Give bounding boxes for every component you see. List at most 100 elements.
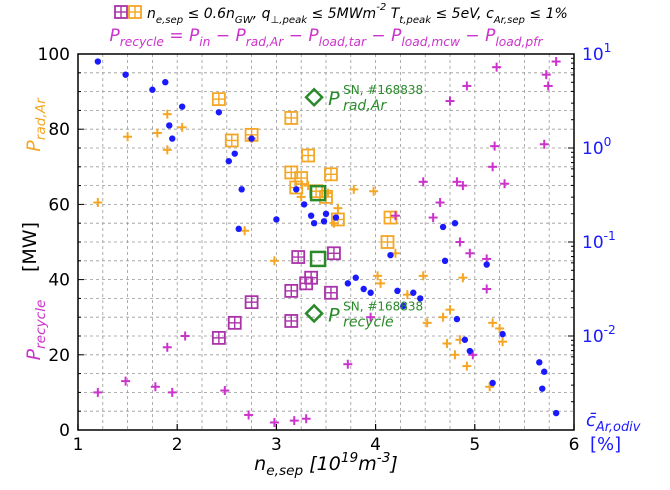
prad-filtered-point xyxy=(224,133,239,148)
svg-text:SN, #168838: SN, #168838 xyxy=(343,83,423,97)
precycle-filtered-point xyxy=(227,315,242,330)
car-point xyxy=(273,216,280,223)
svg-text:rad,Ar: rad,Ar xyxy=(343,98,387,114)
prad-all-point xyxy=(442,339,452,349)
car-point xyxy=(149,86,156,93)
precycle-all-point xyxy=(539,139,549,149)
prad-all-point xyxy=(402,290,412,300)
car-point xyxy=(367,289,374,296)
car-point xyxy=(215,109,223,116)
precycle-all-point xyxy=(244,410,254,420)
car-point xyxy=(461,336,469,343)
precycle-all-point xyxy=(121,376,131,386)
y-right-axis-unit: [%] xyxy=(590,434,621,455)
prad-filtered-point xyxy=(294,171,309,185)
y-left-tick-label: 80 xyxy=(48,120,70,140)
precycle-all-point xyxy=(167,387,177,397)
prad-all-point xyxy=(240,226,250,236)
precycle-all-point xyxy=(343,359,353,369)
prad-all-point xyxy=(123,132,133,142)
x-axis-label: ne,sep [1019m-3] xyxy=(254,450,398,479)
car-point xyxy=(320,218,328,225)
prad-all-point xyxy=(445,305,455,315)
prad-all-point xyxy=(458,273,468,283)
precycle-filtered-point xyxy=(284,283,299,298)
car-point xyxy=(169,135,176,142)
car-point xyxy=(310,220,318,227)
prad-filtered-point xyxy=(324,167,338,182)
highlight-square-open xyxy=(309,250,327,268)
prad-all-point xyxy=(162,109,172,119)
precycle-all-point xyxy=(301,414,311,424)
y-left-tick-label: 20 xyxy=(48,346,70,366)
car-point xyxy=(300,201,308,208)
prad-all-point xyxy=(498,337,508,347)
precycle-all-point xyxy=(162,342,172,352)
car-point xyxy=(248,135,255,142)
car-point xyxy=(344,280,352,287)
svg-text:P: P xyxy=(328,304,340,326)
prad-all-point xyxy=(438,312,448,322)
car-point xyxy=(166,122,173,129)
x-tick-label: 4 xyxy=(370,435,381,455)
precycle-filtered-point xyxy=(324,285,338,300)
y-left-tick-label: 100 xyxy=(38,45,70,65)
precycle-filtered-point xyxy=(291,250,306,264)
car-point xyxy=(552,409,560,417)
precycle-all-point xyxy=(452,177,462,187)
y-left-tick-label: 60 xyxy=(48,195,70,215)
prad-all-point xyxy=(418,271,428,281)
prad-filtered-point xyxy=(284,111,299,125)
grid xyxy=(77,53,575,431)
precycle-all-point xyxy=(492,62,502,72)
precycle-all-point xyxy=(150,382,160,392)
precycle-all-point xyxy=(220,386,230,396)
y-right-tick-label: 101 xyxy=(582,41,611,65)
x-tick-label: 6 xyxy=(569,435,580,455)
prad-all-point xyxy=(373,271,383,281)
car-point xyxy=(235,225,242,233)
car-point xyxy=(352,274,359,281)
y-right-axis-label: c̄Ar,odiv xyxy=(586,410,641,435)
car-point xyxy=(441,257,449,264)
prad-all-point xyxy=(333,203,343,213)
car-point xyxy=(360,285,367,293)
precycle-all-point xyxy=(366,312,376,322)
car-point xyxy=(307,212,315,219)
y-left-tick-label: 40 xyxy=(48,271,70,291)
prad-all-point xyxy=(462,361,472,371)
car-point xyxy=(94,58,102,65)
prad-all-point xyxy=(152,128,162,138)
precycle-all-point xyxy=(482,284,492,294)
precycle-all-point xyxy=(551,57,561,67)
y-right-tick-label: 100 xyxy=(582,135,611,159)
precycle-all-point xyxy=(543,81,553,91)
car-point xyxy=(322,210,330,217)
car-point xyxy=(410,289,417,296)
precycle-all-point xyxy=(435,198,445,208)
x-tick-label: 2 xyxy=(172,435,183,455)
car-point xyxy=(536,359,543,366)
x-tick-label: 3 xyxy=(271,435,282,455)
precycle-all-point xyxy=(462,81,472,91)
svg-text:P: P xyxy=(328,88,340,110)
precycle-all-point xyxy=(490,141,500,151)
car-point xyxy=(439,223,447,231)
prad-all-point xyxy=(93,198,103,208)
prad-all-point xyxy=(488,318,498,328)
precycle-filtered-point xyxy=(304,270,319,285)
car-point xyxy=(122,71,129,78)
precycle-filtered-point xyxy=(284,314,299,328)
precycle-all-point xyxy=(458,181,468,191)
prad-all-point xyxy=(269,256,279,266)
precycle-filtered-point xyxy=(244,295,259,310)
car-point xyxy=(499,330,506,338)
car-point xyxy=(178,103,186,110)
precycle-filtered-point xyxy=(327,246,341,261)
equation-label: Precycle = Pin − Prad,Ar − Pload,tar − P… xyxy=(110,26,544,49)
